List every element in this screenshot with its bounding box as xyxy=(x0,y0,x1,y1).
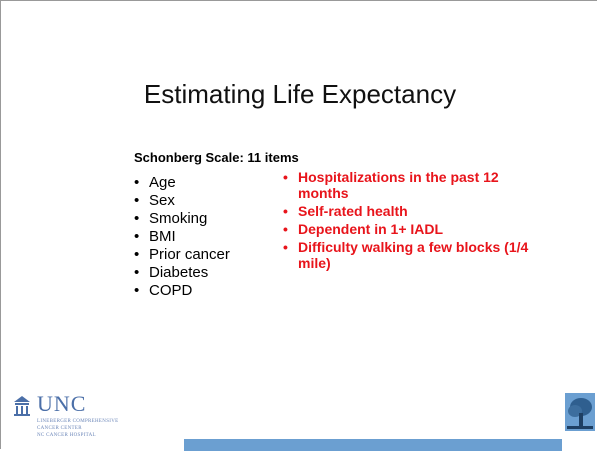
logo-line: LINEBERGER COMPREHENSIVE xyxy=(37,419,119,424)
list-item: Self-rated health xyxy=(283,203,533,219)
tree-logo xyxy=(565,393,595,431)
slide-subtitle: Schonberg Scale: 11 items xyxy=(134,150,299,165)
list-item: BMI xyxy=(134,228,264,246)
list-item: Difficulty walking a few blocks (1/4 mil… xyxy=(283,239,533,271)
footer-bar xyxy=(184,439,562,451)
list-item: Sex xyxy=(134,192,264,210)
right-list: Hospitalizations in the past 12 months Se… xyxy=(283,169,533,273)
slide-title: Estimating Life Expectancy xyxy=(143,79,457,109)
left-list: AgeSexSmokingBMIPrior cancerDiabetesCOPD xyxy=(134,174,264,300)
list-item: Hospitalizations in the past 12 months xyxy=(283,169,533,201)
list-item: Age xyxy=(134,174,264,192)
list-item: Diabetes xyxy=(134,264,264,282)
logo-name: UNC xyxy=(37,391,87,416)
logo-line: NC CANCER HOSPITAL xyxy=(37,433,96,438)
building-icon xyxy=(14,396,30,416)
list-item: COPD xyxy=(134,282,264,300)
list-item: Prior cancer xyxy=(134,246,264,264)
logo-line: CANCER CENTER xyxy=(37,426,82,431)
list-item: Dependent in 1+ IADL xyxy=(283,221,533,237)
list-item: Smoking xyxy=(134,210,264,228)
